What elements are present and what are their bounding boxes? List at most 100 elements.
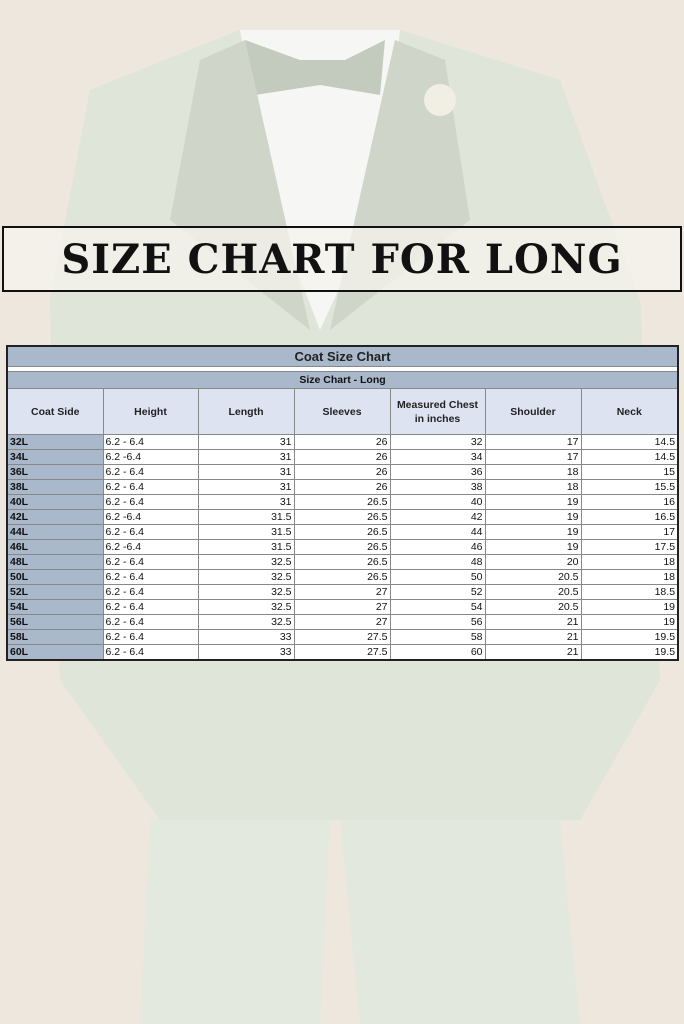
table-cell: 17 — [580, 524, 679, 540]
table-cell: 6.2 - 6.4 — [102, 434, 199, 450]
size-cell: 34L — [6, 449, 104, 465]
column-header: Coat Side — [6, 388, 104, 435]
table-cell: 15.5 — [580, 479, 679, 495]
table-row: 36L 6.2 - 6.4 31 26 36 18 15 — [6, 464, 679, 480]
table-cell: 6.2 -6.4 — [102, 509, 199, 525]
table-cell: 20 — [484, 554, 582, 570]
table-cell: 6.2 - 6.4 — [102, 464, 199, 480]
table-caption: Coat Size Chart — [6, 345, 679, 367]
table-row: 32L 6.2 - 6.4 31 26 32 17 14.5 — [6, 434, 679, 450]
size-cell: 56L — [6, 614, 104, 630]
table-cell: 6.2 - 6.4 — [102, 644, 199, 661]
table-cell: 19 — [484, 539, 582, 555]
size-cell: 42L — [6, 509, 104, 525]
table-row: 40L 6.2 - 6.4 31 26.5 40 19 16 — [6, 494, 679, 510]
column-header: Neck — [580, 388, 679, 435]
table-cell: 58 — [389, 629, 486, 645]
coat-size-table: Coat Size Chart Size Chart - Long Coat S… — [6, 345, 680, 661]
table-cell: 19 — [580, 614, 679, 630]
size-cell: 32L — [6, 434, 104, 450]
table-cell: 16.5 — [580, 509, 679, 525]
table-cell: 31.5 — [197, 524, 295, 540]
table-cell: 6.2 - 6.4 — [102, 494, 199, 510]
banner-title: SIZE CHART FOR LONG — [61, 235, 623, 283]
size-cell: 54L — [6, 599, 104, 615]
table-row: 58L 6.2 - 6.4 33 27.5 58 21 19.5 — [6, 629, 679, 645]
table-row: 38L 6.2 - 6.4 31 26 38 18 15.5 — [6, 479, 679, 495]
table-row: 54L 6.2 - 6.4 32.5 27 54 20.5 19 — [6, 599, 679, 615]
size-cell: 44L — [6, 524, 104, 540]
table-cell: 17 — [484, 434, 582, 450]
table-cell: 6.2 - 6.4 — [102, 569, 199, 585]
table-cell: 19 — [484, 509, 582, 525]
size-chart-banner: SIZE CHART FOR LONG — [2, 226, 682, 292]
table-subtitle: Size Chart - Long — [6, 371, 679, 389]
size-cell: 52L — [6, 584, 104, 600]
table-cell: 19 — [484, 524, 582, 540]
table-cell: 20.5 — [484, 599, 582, 615]
table-cell: 31.5 — [197, 539, 295, 555]
column-header: Measured Chest in inches — [389, 388, 486, 435]
table-cell: 17.5 — [580, 539, 679, 555]
table-row: 44L 6.2 - 6.4 31.5 26.5 44 19 17 — [6, 524, 679, 540]
table-cell: 32.5 — [197, 599, 295, 615]
table-cell: 18 — [484, 479, 582, 495]
table-cell: 26 — [293, 449, 391, 465]
size-cell: 50L — [6, 569, 104, 585]
column-header: Length — [197, 388, 295, 435]
table-cell: 40 — [389, 494, 486, 510]
table-cell: 20.5 — [484, 569, 582, 585]
table-cell: 26.5 — [293, 554, 391, 570]
table-cell: 21 — [484, 644, 582, 661]
table-cell: 32.5 — [197, 584, 295, 600]
table-cell: 19 — [484, 494, 582, 510]
table-cell: 27.5 — [293, 644, 391, 661]
table-cell: 32.5 — [197, 614, 295, 630]
table-cell: 38 — [389, 479, 486, 495]
table-cell: 6.2 - 6.4 — [102, 614, 199, 630]
table-cell: 31.5 — [197, 509, 295, 525]
table-cell: 19.5 — [580, 644, 679, 661]
size-cell: 36L — [6, 464, 104, 480]
table-row: 52L 6.2 - 6.4 32.5 27 52 20.5 18.5 — [6, 584, 679, 600]
table-cell: 15 — [580, 464, 679, 480]
table-cell: 56 — [389, 614, 486, 630]
table-cell: 26 — [293, 479, 391, 495]
table-cell: 32 — [389, 434, 486, 450]
table-cell: 46 — [389, 539, 486, 555]
table-cell: 27 — [293, 614, 391, 630]
column-header: Shoulder — [484, 388, 582, 435]
table-cell: 26.5 — [293, 494, 391, 510]
size-cell: 38L — [6, 479, 104, 495]
table-row: 34L 6.2 -6.4 31 26 34 17 14.5 — [6, 449, 679, 465]
table-cell: 18 — [580, 554, 679, 570]
table-row: 50L 6.2 - 6.4 32.5 26.5 50 20.5 18 — [6, 569, 679, 585]
table-cell: 6.2 - 6.4 — [102, 554, 199, 570]
table-cell: 48 — [389, 554, 486, 570]
table-cell: 27.5 — [293, 629, 391, 645]
table-cell: 31 — [197, 434, 295, 450]
table-cell: 6.2 - 6.4 — [102, 599, 199, 615]
table-cell: 31 — [197, 479, 295, 495]
table-cell: 33 — [197, 629, 295, 645]
table-row: 48L 6.2 - 6.4 32.5 26.5 48 20 18 — [6, 554, 679, 570]
table-cell: 26 — [293, 434, 391, 450]
table-cell: 6.2 - 6.4 — [102, 524, 199, 540]
table-cell: 6.2 - 6.4 — [102, 584, 199, 600]
table-cell: 18.5 — [580, 584, 679, 600]
table-cell: 52 — [389, 584, 486, 600]
table-cell: 42 — [389, 509, 486, 525]
table-cell: 31 — [197, 494, 295, 510]
table-cell: 19 — [580, 599, 679, 615]
table-cell: 32.5 — [197, 569, 295, 585]
table-cell: 14.5 — [580, 449, 679, 465]
table-cell: 50 — [389, 569, 486, 585]
size-cell: 48L — [6, 554, 104, 570]
size-cell: 58L — [6, 629, 104, 645]
table-cell: 19.5 — [580, 629, 679, 645]
size-cell: 40L — [6, 494, 104, 510]
table-cell: 27 — [293, 584, 391, 600]
table-cell: 34 — [389, 449, 486, 465]
column-header: Sleeves — [293, 388, 391, 435]
table-cell: 21 — [484, 629, 582, 645]
